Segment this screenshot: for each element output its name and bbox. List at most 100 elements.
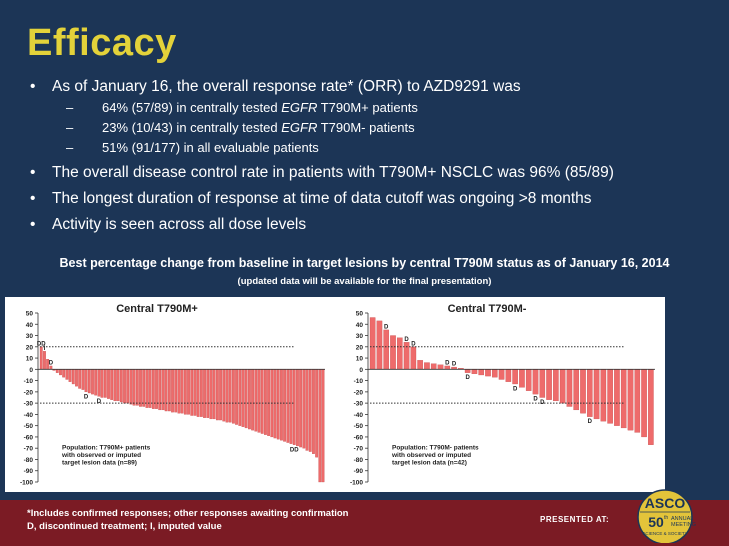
bar	[273, 369, 277, 439]
bar	[289, 369, 293, 444]
presented-at: PRESENTED AT:	[540, 515, 610, 524]
bar	[553, 369, 559, 402]
bar	[171, 369, 174, 413]
bar	[113, 369, 117, 402]
y-tick-label: -10	[24, 378, 34, 385]
bar	[424, 362, 430, 370]
asco-logo: ASCO 50 th ANNUAL MEETING SCIENCE & SOCI…	[637, 489, 696, 543]
bar	[241, 369, 245, 427]
bar	[244, 369, 248, 429]
bar	[566, 369, 573, 407]
bar	[390, 335, 396, 370]
bar	[437, 364, 444, 370]
y-tick-label: -100	[350, 480, 363, 487]
y-tick-label: 40	[26, 322, 34, 329]
bar	[135, 369, 139, 406]
bar	[59, 369, 62, 376]
waterfall-chart-t790m-plus: Central T790M+ 50 40 30 20 10 0 -10 -20 -30 -40 -50…	[20, 303, 325, 487]
waterfall-chart-t790m-minus: Central T790M- 50 40 30 20 10 0 -10 -20 -30 -40 -50…	[350, 303, 655, 487]
bar	[280, 369, 283, 441]
footer-bar	[0, 500, 729, 546]
y-tick-label: 20	[26, 344, 34, 351]
bar	[264, 369, 267, 435]
y-tick-label: -20	[354, 389, 364, 396]
bar	[410, 346, 417, 370]
bar	[383, 329, 390, 370]
y-tick-label: -60	[354, 434, 364, 441]
bar	[196, 369, 200, 417]
bar	[505, 369, 512, 382]
bar	[573, 369, 580, 411]
bar	[212, 369, 216, 420]
bar	[126, 369, 130, 404]
bar	[260, 369, 264, 434]
bar-label: D	[404, 337, 409, 343]
asco-logo-th: th	[664, 515, 668, 521]
bar	[107, 369, 110, 399]
panel-title: Central T790M-	[448, 303, 527, 315]
bar	[225, 369, 229, 423]
bar	[471, 369, 478, 374]
asco-logo-annual: ANNUAL	[671, 516, 693, 522]
bar	[417, 360, 423, 370]
sub-bullet-text: 51% (91/177) in all evaluable patients	[102, 140, 319, 155]
bar	[546, 369, 552, 400]
bar-label: D	[533, 397, 538, 403]
footnote-line: *Includes confirmed responses; other res…	[27, 508, 349, 519]
bar	[174, 369, 178, 413]
bar	[607, 369, 613, 424]
bar	[586, 369, 593, 417]
sub-bullet-all: –51% (91/177) in all evaluable patients	[66, 140, 319, 155]
bar	[315, 369, 319, 458]
y-tick-label: -10	[354, 378, 364, 385]
bullet-dcr: The overall disease control rate in pati…	[30, 162, 720, 183]
y-tick-label: 40	[356, 322, 364, 329]
bar-label: DD	[290, 447, 299, 453]
bar	[183, 369, 187, 415]
bar	[139, 369, 142, 407]
bar	[142, 369, 146, 407]
bar	[593, 369, 600, 420]
bar	[519, 369, 525, 388]
y-tick-label: 30	[26, 333, 34, 340]
bar	[321, 369, 325, 483]
bar	[641, 369, 647, 438]
bar	[209, 369, 213, 420]
bar	[103, 369, 107, 398]
y-tick-label: 30	[356, 333, 364, 340]
bar-label: D	[445, 360, 450, 366]
bar	[91, 369, 94, 395]
sub-bullet-text: 23% (10/43) in centrally tested	[102, 120, 282, 135]
asco-logo-society: SCIENCE & SOCIETY	[642, 531, 687, 536]
bar	[222, 369, 226, 422]
chart-title: Best percentage change from baseline in …	[59, 256, 670, 270]
asco-logo-fifty: 50	[648, 514, 664, 530]
bar	[119, 369, 123, 403]
y-tick-label: -50	[354, 423, 364, 430]
y-tick-label: -30	[354, 401, 364, 408]
y-tick-label: 0	[359, 367, 363, 374]
bar	[62, 369, 66, 378]
bar-label: D	[540, 400, 545, 406]
bar	[49, 365, 53, 370]
bar	[71, 369, 75, 385]
bar	[296, 369, 299, 447]
bar	[158, 369, 162, 411]
bar	[532, 369, 539, 395]
y-tick-label: -50	[24, 423, 34, 430]
bar	[485, 369, 491, 377]
population-annotation: target lesion data (n=42)	[392, 459, 467, 466]
sub-bullet-text: 64% (57/89) in centrally tested	[102, 100, 282, 115]
chart-panel-t790m-minus: Central T790M- 50 40 30 20 10 0 -10 -20 -30 -40 -50…	[335, 297, 665, 492]
bar	[498, 369, 505, 380]
bar	[215, 369, 219, 421]
bar-label: D	[452, 362, 457, 368]
bar	[283, 369, 287, 442]
bar	[286, 369, 290, 443]
sub-bullet-t790m-plus: –64% (57/89) in centrally tested EGFR T7…	[66, 100, 418, 115]
bar	[145, 369, 149, 408]
footnote-line: D, discontinued treatment; I, imputed va…	[27, 521, 222, 532]
bar	[648, 369, 654, 445]
bar	[123, 369, 126, 404]
bar	[620, 369, 627, 429]
